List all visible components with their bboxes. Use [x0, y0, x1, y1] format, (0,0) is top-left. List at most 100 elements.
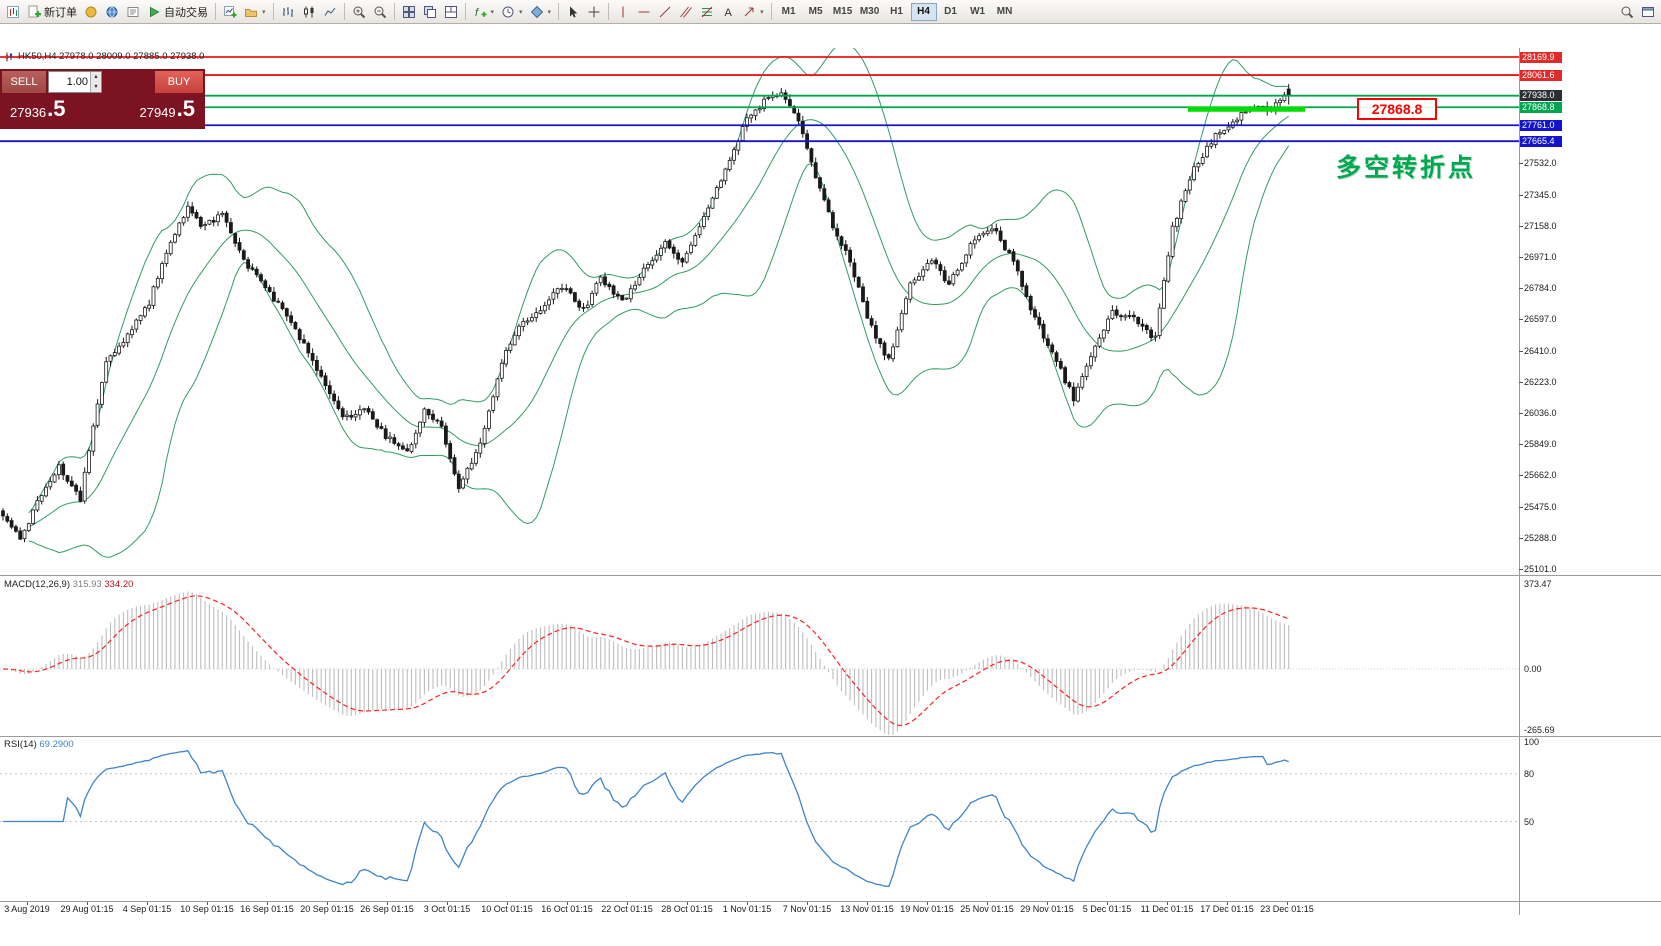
- autotrading-button[interactable]: 自动交易: [144, 2, 211, 22]
- new-chart-icon: [224, 5, 237, 17]
- rsi-axis-label: 80: [1524, 768, 1535, 779]
- volume-down-button[interactable]: ▼: [91, 82, 101, 92]
- buy-button[interactable]: BUY: [155, 71, 203, 93]
- trendline-button[interactable]: [655, 2, 675, 22]
- time-axis-label: 20 Sep 01:15: [300, 904, 354, 914]
- sell-price-main: 27936: [10, 105, 47, 120]
- price-axis-label: 27345.0: [1524, 189, 1557, 200]
- zoom-in-button[interactable]: [349, 2, 369, 22]
- templates-button[interactable]: ▾: [527, 2, 555, 22]
- timeframe-d1-button[interactable]: D1: [938, 3, 964, 21]
- time-axis-tick: [387, 902, 388, 905]
- search-button[interactable]: [1617, 2, 1637, 22]
- price-axis-label: 26597.0: [1524, 314, 1557, 325]
- search-icon: [1621, 6, 1634, 18]
- price-axis-label: 27158.0: [1524, 220, 1557, 231]
- time-axis-label: 7 Nov 01:15: [782, 904, 832, 914]
- horizontal-line-button[interactable]: [634, 2, 654, 22]
- time-axis-tick: [1167, 902, 1168, 905]
- price-line-badge: 28169.9: [1520, 51, 1562, 63]
- arrows-button[interactable]: ▾: [739, 2, 767, 22]
- timeframe-m1-button[interactable]: M1: [776, 3, 802, 21]
- tile-windows-button[interactable]: [399, 2, 419, 22]
- line-chart-icon: [324, 7, 335, 16]
- time-axis-label: 5 Dec 01:15: [1082, 904, 1132, 914]
- price-axis-tick: [1519, 413, 1523, 415]
- new-order-button[interactable]: 新订单: [24, 2, 80, 22]
- time-axis-tick: [627, 902, 628, 905]
- price-axis-label: 26971.0: [1524, 252, 1557, 263]
- macd-panel[interactable]: [0, 576, 1519, 736]
- time-axis-tick: [1227, 902, 1228, 905]
- toolbar-separator: [393, 3, 395, 20]
- metaquotes-button[interactable]: [81, 2, 101, 22]
- time-axis-label: 29 Nov 01:15: [1020, 904, 1074, 914]
- buy-price-main: 27949: [139, 105, 176, 120]
- profiles-button[interactable]: ▾: [241, 2, 269, 22]
- time-axis-label: 19 Nov 01:15: [900, 904, 954, 914]
- autotrading-play-icon: [150, 6, 160, 17]
- timeframe-m15-button[interactable]: M15: [830, 3, 856, 21]
- zoom-out-button[interactable]: [370, 2, 390, 22]
- arrange-windows-button[interactable]: [441, 2, 461, 22]
- price-axis-tick: [1519, 288, 1523, 290]
- time-axis-tick: [447, 902, 448, 905]
- time-axis-label: 10 Oct 01:15: [481, 904, 533, 914]
- time-axis-tick: [27, 902, 28, 905]
- time-axis-tick: [567, 902, 568, 905]
- timeframe-m30-button[interactable]: M30: [857, 3, 883, 21]
- price-chart[interactable]: [0, 48, 1519, 575]
- timeframe-w1-button[interactable]: W1: [965, 3, 991, 21]
- timeframe-mn-button[interactable]: MN: [992, 3, 1018, 21]
- timeframe-h1-button[interactable]: H1: [884, 3, 910, 21]
- rsi-name: RSI(14): [4, 739, 37, 750]
- line-chart-button[interactable]: [320, 2, 340, 22]
- crosshair-button[interactable]: [584, 2, 604, 22]
- equidistant-channel-button[interactable]: [676, 2, 696, 22]
- time-axis-label: 1 Nov 01:15: [722, 904, 772, 914]
- turning-point-annotation: 多空转折点: [1336, 154, 1477, 182]
- rsi-panel[interactable]: [0, 737, 1519, 901]
- timeframe-m5-button[interactable]: M5: [803, 3, 829, 21]
- price-axis-label: 26036.0: [1524, 408, 1557, 419]
- chevron-down-icon: ▾: [519, 8, 523, 16]
- new-window-button[interactable]: [1638, 2, 1658, 22]
- price-line-badge: 27868.8: [1520, 101, 1562, 113]
- fibonacci-button[interactable]: [697, 2, 717, 22]
- sell-price-frac: .5: [47, 96, 66, 121]
- macd-axis-label: 373.47: [1524, 578, 1552, 589]
- cursor-button[interactable]: [563, 2, 583, 22]
- time-axis-label: 3 Oct 01:15: [423, 904, 471, 914]
- price-axis-label: 25662.0: [1524, 470, 1557, 481]
- time-axis-label: 17 Dec 01:15: [1200, 904, 1254, 914]
- indicators-icon: f: [475, 7, 487, 19]
- news-button[interactable]: [123, 2, 143, 22]
- cascade-windows-button[interactable]: [420, 2, 440, 22]
- sell-button[interactable]: SELL: [2, 71, 46, 93]
- price-axis-tick: [1519, 163, 1523, 165]
- time-axis-label: 13 Nov 01:15: [840, 904, 894, 914]
- price-axis-tick: [1519, 350, 1523, 352]
- timeframe-h4-button[interactable]: H4: [910, 2, 937, 21]
- text-label-button[interactable]: A: [718, 2, 738, 22]
- indicators-button[interactable]: f ▾: [470, 2, 498, 22]
- vertical-line-button[interactable]: [613, 2, 633, 22]
- candlestick-chart-button[interactable]: [299, 2, 319, 22]
- price-axis-label: 26223.0: [1524, 376, 1557, 387]
- bar-chart-button[interactable]: [278, 2, 298, 22]
- panel-divider[interactable]: [0, 736, 1661, 737]
- time-axis-label: 26 Sep 01:15: [360, 904, 414, 914]
- data-center-button[interactable]: [102, 2, 122, 22]
- volume-input[interactable]: [49, 72, 90, 92]
- candlestick-chart-icon: [303, 6, 314, 17]
- time-axis-label: 16 Oct 01:15: [541, 904, 593, 914]
- periods-button[interactable]: ▾: [498, 2, 526, 22]
- volume-up-button[interactable]: ▲: [91, 72, 101, 82]
- panel-divider[interactable]: [0, 575, 1661, 576]
- channel-icon: [680, 6, 692, 18]
- new-chart-button[interactable]: [220, 2, 240, 22]
- price-axis-tick: [1519, 381, 1523, 383]
- price-axis-label: 25849.0: [1524, 439, 1557, 450]
- chart-window-button[interactable]: [3, 2, 23, 22]
- zoom-out-icon: [374, 6, 386, 18]
